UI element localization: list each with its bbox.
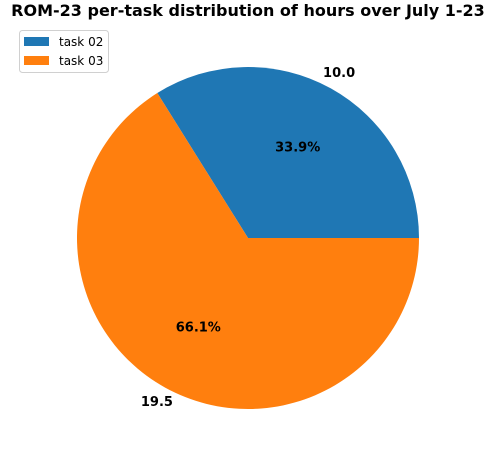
pie-slice-task-02 <box>157 67 420 238</box>
percent-label-task-02: 33.9% <box>275 141 320 156</box>
chart-title: ROM-23 per-task distribution of hours ov… <box>11 1 485 20</box>
legend-swatch-task-03 <box>24 56 49 65</box>
legend-label-task-03: task 03 <box>59 54 103 68</box>
pie-slice-task-03 <box>77 93 420 410</box>
value-label-task-02: 10.0 <box>323 66 355 81</box>
value-label-task-03: 19.5 <box>141 395 173 410</box>
pie-slices <box>77 67 420 410</box>
pie-labels: 33.9% 10.0 66.1% 19.5 <box>141 66 355 410</box>
legend-label-task-02: task 02 <box>59 35 103 49</box>
percent-label-task-03: 66.1% <box>176 320 221 335</box>
legend-swatch-task-02 <box>24 37 49 46</box>
legend: task 02 task 03 <box>19 30 109 73</box>
